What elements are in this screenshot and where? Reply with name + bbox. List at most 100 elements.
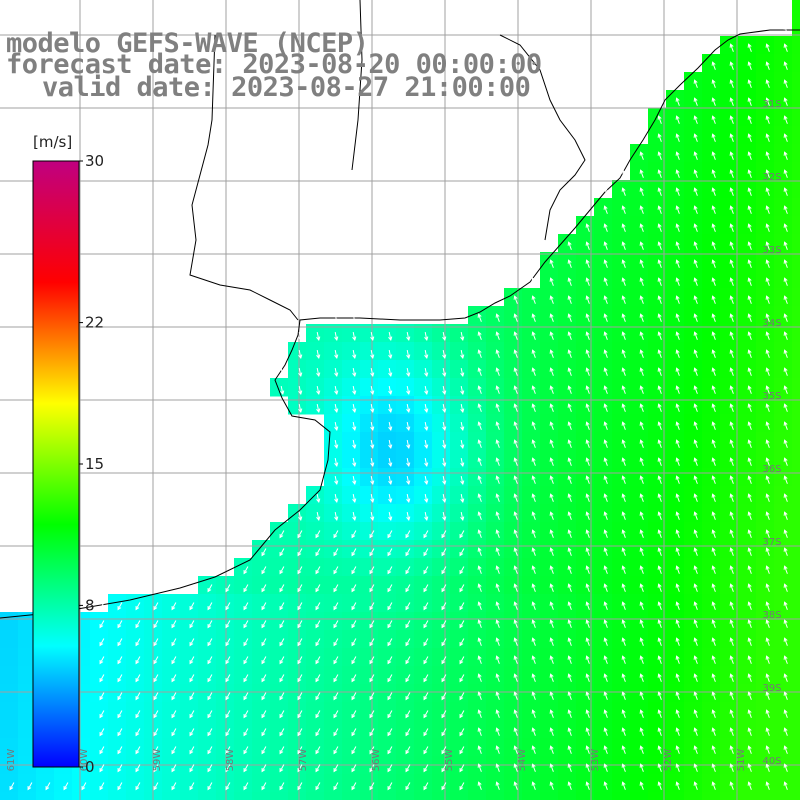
wind-arrow [334,313,339,323]
speed-cell [666,324,685,343]
wind-arrow [567,493,572,502]
wind-arrow [189,764,195,773]
speed-cell [774,576,793,595]
speed-cell [324,522,343,541]
wind-arrow [370,367,375,377]
wind-arrow [567,313,572,322]
speed-cell [738,324,757,343]
speed-cell [324,558,343,577]
wind-arrow [639,241,644,250]
speed-cell [666,468,685,487]
speed-cell [540,630,559,649]
speed-cell [612,612,631,631]
speed-cell [450,774,469,793]
wind-arrow [531,367,536,376]
wind-arrow [675,331,680,340]
speed-cell [162,630,181,649]
wind-arrow [477,457,482,466]
wind-arrow [171,602,177,611]
wind-arrow [729,421,734,430]
wind-arrow [225,674,231,683]
speed-cell [648,648,667,667]
wind-arrow [225,728,231,737]
speed-cell [720,180,739,199]
speed-cell [720,288,739,307]
speed-cell [648,126,667,145]
speed-cell [414,666,433,685]
speed-cell [324,702,343,721]
speed-cell [630,594,649,613]
speed-cell [774,432,793,451]
wind-arrow [639,673,644,682]
speed-cell [414,558,433,577]
wind-arrow [225,584,231,593]
wind-arrow [423,764,429,773]
wind-arrow [585,547,590,556]
speed-cell [342,432,361,451]
speed-cell [486,684,505,703]
wind-arrow [585,457,590,466]
speed-cell [378,648,397,667]
wind-arrow [531,511,536,520]
speed-cell [666,342,685,361]
wind-arrow [333,584,339,593]
speed-cell [180,612,199,631]
wind-arrow [225,746,231,755]
wind-arrow [603,637,608,646]
speed-cell [720,216,739,235]
wind-arrow [747,259,752,268]
speed-cell [216,594,235,613]
wind-arrow [369,728,375,737]
speed-cell [396,360,415,379]
colorbar-tick-label: 15 [85,455,104,473]
speed-cell [342,738,361,757]
speed-cell [234,666,253,685]
wind-arrow [747,241,752,250]
speed-cell [576,468,595,487]
speed-cell [630,522,649,541]
speed-cell [486,738,505,757]
speed-cell [648,108,667,127]
speed-cell [324,738,343,757]
wind-arrow [351,692,357,701]
speed-cell [504,414,523,433]
speed-cell [684,702,703,721]
wind-arrow [747,763,752,772]
speed-cell [666,252,685,271]
speed-cell [558,414,577,433]
wind-arrow [783,349,788,358]
wind-arrow [729,169,734,178]
wind-arrow [729,367,734,376]
speed-cell [720,234,739,253]
speed-cell [432,342,451,361]
speed-cell [792,234,800,253]
speed-cell [324,432,343,451]
speed-cell [432,666,451,685]
wind-arrow [298,349,303,359]
speed-cell [504,468,523,487]
wind-arrow [639,313,644,322]
speed-cell [234,792,253,800]
speed-cell [0,774,19,793]
wind-arrow [171,728,177,737]
wind-arrow [729,457,734,466]
speed-cell [108,612,127,631]
speed-cell [450,612,469,631]
wind-arrow [567,673,572,682]
wind-arrow [675,529,680,538]
speed-cell [738,720,757,739]
speed-cell [342,450,361,469]
wind-arrow [334,439,339,449]
speed-cell [414,792,433,800]
wind-arrow [675,187,680,196]
wind-arrow [783,475,788,484]
speed-cell [630,720,649,739]
speed-cell [720,396,739,415]
speed-cell [702,450,721,469]
wind-arrow [567,763,572,772]
wind-arrow [549,475,554,484]
wind-arrow [189,728,195,737]
speed-cell [756,342,775,361]
wind-arrow [765,79,770,88]
wind-arrow [334,349,339,359]
